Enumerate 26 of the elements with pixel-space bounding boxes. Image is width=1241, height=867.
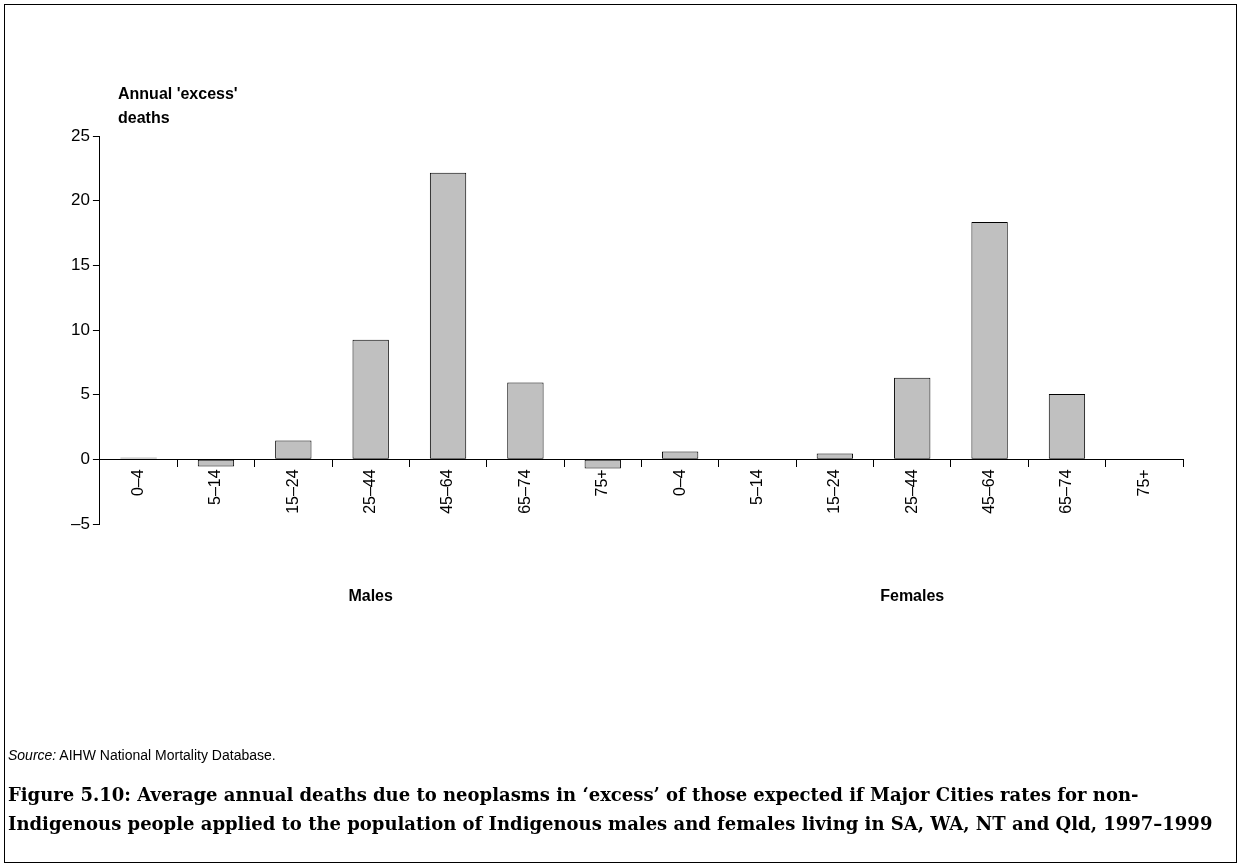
x-tick-label: 5–14 xyxy=(747,469,765,505)
y-tick-label: 15 xyxy=(70,255,90,275)
text: Figure 5.10: Average annual deaths due to neoplasms in ‘excess’ of those expected if Major Cities rates for non-Indigenous people applied to the population of Indigenous males and females living in SA, WA, NT and Qld, 1997–1999 xyxy=(8,783,1214,836)
x-tick-label: 5–14 xyxy=(206,469,224,505)
y-tick-label: 20 xyxy=(70,190,90,210)
source-note: Source: AIHW National Mortality Database. xyxy=(8,747,276,763)
y-tick-label: 25 xyxy=(70,125,90,145)
y-tick-label: 10 xyxy=(70,319,90,339)
text: Females xyxy=(880,587,945,604)
x-tick-label: 25–44 xyxy=(902,469,920,514)
x-tick-label: 75+ xyxy=(1134,469,1152,497)
x-tick-label: 0–4 xyxy=(129,469,146,497)
y-tick-label: 0 xyxy=(80,449,90,469)
y-axis-title: Annual 'excess' deaths xyxy=(118,84,239,128)
x-tick-label: 0–4 xyxy=(670,469,688,497)
x-tick-label: 65–74 xyxy=(1057,469,1075,514)
text: Males xyxy=(348,587,394,604)
x-tick-label: 15–24 xyxy=(283,469,301,514)
y-tick-label: –5 xyxy=(70,513,90,533)
y-tick-label: 5 xyxy=(80,384,90,404)
x-tick-label: 15–24 xyxy=(825,469,843,514)
x-tick-label: 75+ xyxy=(593,469,611,497)
x-tick-label: 65–74 xyxy=(515,469,533,514)
x-tick-label: 25–44 xyxy=(361,469,379,514)
x-tick-label: 45–64 xyxy=(980,469,997,514)
x-tick-label: 45–64 xyxy=(438,469,456,514)
